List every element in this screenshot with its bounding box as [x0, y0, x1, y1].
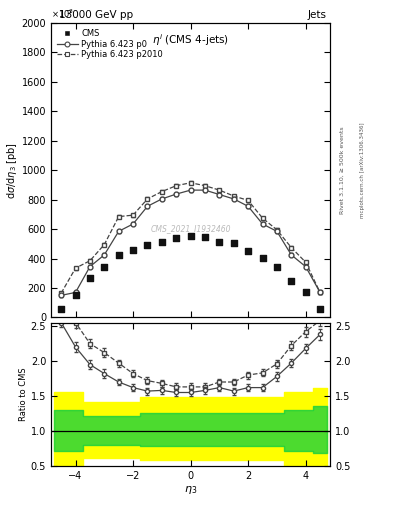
Point — [303, 288, 309, 296]
Point — [288, 278, 294, 286]
Text: Jets: Jets — [307, 10, 326, 20]
Point — [187, 231, 194, 240]
Point — [259, 254, 266, 262]
Text: CMS_2021_I1932460: CMS_2021_I1932460 — [151, 225, 231, 233]
Text: $\eta^i$ (CMS 4-jets): $\eta^i$ (CMS 4-jets) — [152, 32, 229, 48]
Point — [116, 251, 122, 259]
Point — [202, 233, 208, 241]
Point — [58, 305, 64, 313]
Text: mcplots.cern.ch [arXiv:1306.3436]: mcplots.cern.ch [arXiv:1306.3436] — [360, 122, 365, 218]
Y-axis label: d$\sigma$/d$\eta_3$ [pb]: d$\sigma$/d$\eta_3$ [pb] — [5, 142, 19, 199]
X-axis label: $\eta_3$: $\eta_3$ — [184, 483, 197, 496]
Point — [72, 290, 79, 298]
Point — [144, 241, 151, 249]
Point — [101, 263, 107, 271]
Point — [130, 246, 136, 254]
Point — [173, 234, 179, 242]
Point — [317, 305, 323, 313]
Point — [231, 239, 237, 247]
Y-axis label: Ratio to CMS: Ratio to CMS — [19, 368, 28, 421]
Legend: CMS, Pythia 6.423 p0, Pythia 6.423 p2010: CMS, Pythia 6.423 p0, Pythia 6.423 p2010 — [55, 27, 165, 61]
Point — [274, 263, 280, 271]
Point — [87, 274, 93, 283]
Point — [159, 238, 165, 246]
Point — [245, 247, 251, 255]
Text: $\times 10^3$: $\times 10^3$ — [51, 8, 74, 20]
Text: Rivet 3.1.10, ≥ 500k events: Rivet 3.1.10, ≥ 500k events — [340, 126, 345, 214]
Text: 13000 GeV pp: 13000 GeV pp — [59, 10, 133, 20]
Point — [216, 238, 222, 246]
